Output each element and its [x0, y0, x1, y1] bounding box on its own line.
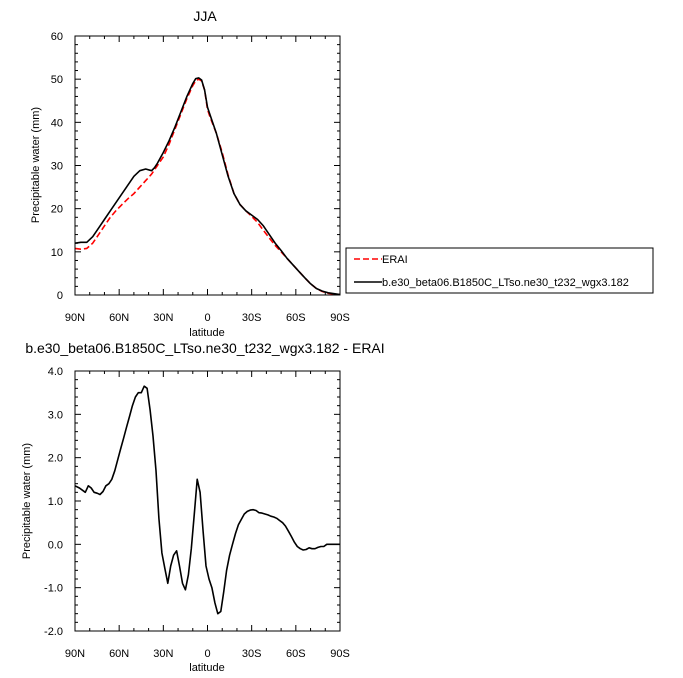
- bottom-xtick-label: 30N: [153, 648, 173, 660]
- legend-label-model: b.e30_beta06.B1850C_LTso.ne30_t232_wgx3.…: [382, 277, 629, 289]
- bottom-chart-lines: [74, 385, 340, 615]
- chart-legend: ERAI b.e30_beta06.B1850C_LTso.ne30_t232_…: [345, 247, 654, 294]
- bottom-ytick-label: 3.0: [48, 409, 63, 421]
- top-series-line-0: [74, 78, 341, 296]
- bottom-xtick-label: 0: [204, 648, 210, 660]
- top-chart-title: JJA: [193, 8, 217, 24]
- bottom-chart-ticks: 90N 60N 30N 0 30S 60S 90S -2.0 -1.0 0.0 1.0 2.0 3.0 4…: [44, 366, 350, 660]
- top-chart-lines: [74, 77, 341, 296]
- top-xtick-label: 30S: [242, 312, 262, 324]
- bottom-ytick-label: 1.0: [48, 496, 63, 508]
- legend-label-erai: ERAI: [382, 254, 408, 266]
- top-ytick-label: 40: [51, 117, 63, 129]
- bottom-chart-xlabel: latitude: [189, 662, 224, 674]
- bottom-chart-frame: [74, 370, 341, 632]
- top-ytick-label: 30: [51, 161, 63, 173]
- bottom-xtick-label: 60N: [109, 648, 129, 660]
- top-xtick-label: 90N: [65, 312, 85, 324]
- top-ytick-label: 10: [51, 247, 63, 259]
- top-xtick-label: 30N: [153, 312, 173, 324]
- bottom-xtick-label: 60S: [286, 648, 306, 660]
- top-ytick-label: 60: [51, 31, 63, 43]
- top-ytick-label: 20: [51, 204, 63, 216]
- bottom-series-line-0: [74, 385, 340, 615]
- top-xtick-label: 60S: [286, 312, 306, 324]
- top-chart-panel: JJA 90N 60N 30N 0 30S 60S 90S 0 10 20 30 40 50 60 lat…: [30, 8, 350, 339]
- top-chart-ylabel: Precipitable water (mm): [30, 107, 42, 223]
- bottom-ytick-label: -1.0: [44, 583, 63, 595]
- bottom-chart-title: b.e30_beta06.B1850C_LTso.ne30_t232_wgx3.…: [25, 340, 384, 356]
- top-xtick-label: 0: [204, 312, 210, 324]
- top-ytick-label: 50: [51, 74, 63, 86]
- legend-box: [345, 247, 654, 294]
- bottom-chart-panel: b.e30_beta06.B1850C_LTso.ne30_t232_wgx3.…: [21, 340, 385, 674]
- bottom-xtick-label: 30S: [242, 648, 262, 660]
- top-xtick-label: 60N: [109, 312, 129, 324]
- top-series-line-1: [74, 77, 341, 296]
- bottom-ytick-label: -2.0: [44, 626, 63, 638]
- bottom-ytick-label: 4.0: [48, 366, 63, 378]
- top-ytick-label: 0: [57, 290, 63, 302]
- bottom-ytick-label: 2.0: [48, 453, 63, 465]
- top-chart-ticks: 90N 60N 30N 0 30S 60S 90S 0 10 20 30 40 50 60: [51, 31, 350, 324]
- top-xtick-label: 90S: [330, 312, 350, 324]
- bottom-xtick-label: 90S: [330, 648, 350, 660]
- bottom-chart-ylabel: Precipitable water (mm): [21, 443, 33, 559]
- top-chart-xlabel: latitude: [189, 327, 224, 339]
- bottom-xtick-label: 90N: [65, 648, 85, 660]
- bottom-ytick-label: 0.0: [48, 539, 63, 551]
- top-chart-frame: [74, 35, 341, 296]
